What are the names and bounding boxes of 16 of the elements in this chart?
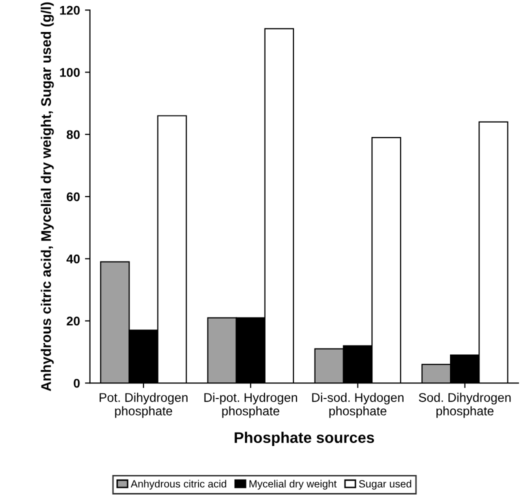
- y-tick-label: 0: [74, 378, 80, 388]
- y-tick-label: 20: [66, 316, 80, 326]
- y-axis-title: Anhydrous citric acid, Mycelial dry weight, Sugar used (g/l): [40, 2, 54, 392]
- y-tick-label: 60: [66, 192, 80, 202]
- x-tick-label: Di-sod. Hydogen phosphate: [312, 392, 404, 418]
- y-tick-label: 40: [66, 254, 80, 264]
- x-tick-label: Di-pot. Hydrogen phosphate: [204, 392, 298, 418]
- y-tick-label: 80: [66, 130, 80, 140]
- x-tick-label: Sod. Dihydrogen phosphate: [418, 392, 511, 418]
- y-tick-label: 120: [60, 6, 80, 15]
- legend-label: Mycelial dry weight: [250, 480, 337, 490]
- x-tick-label: Pot. Dihydrogen phosphate: [100, 392, 188, 418]
- legend-label: Sugar used: [359, 480, 412, 490]
- legend-label: Anhydrous citric acid: [130, 480, 226, 490]
- x-axis-title: Phosphate sources: [234, 432, 374, 446]
- y-tick-label: 100: [60, 68, 80, 77]
